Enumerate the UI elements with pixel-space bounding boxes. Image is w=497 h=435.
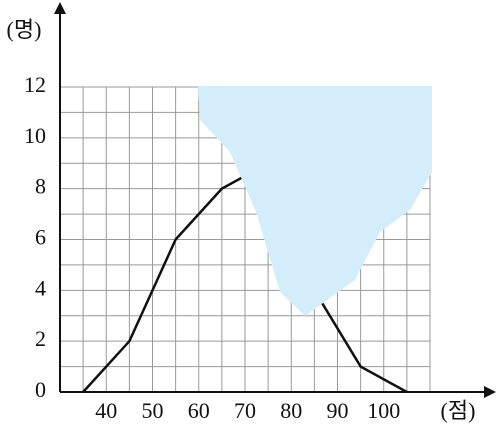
x-arrow: [484, 386, 496, 398]
y-axis-label: (명): [7, 17, 42, 42]
y-tick-label: 0: [35, 377, 46, 402]
y-tick-label: 2: [35, 326, 46, 351]
x-tick-label: 100: [367, 398, 400, 423]
x-tick-label: 40: [95, 398, 117, 423]
x-tick-label: 90: [327, 398, 349, 423]
x-tick-label: 80: [280, 398, 302, 423]
cover-blot: [198, 86, 432, 316]
x-axis-label: (점): [441, 398, 476, 423]
x-tick-label: 60: [188, 398, 210, 423]
x-tick-label: 50: [142, 398, 164, 423]
y-tick-label: 6: [35, 225, 46, 250]
y-tick-label: 12: [24, 72, 46, 97]
y-tick-label: 10: [24, 123, 46, 148]
x-tick-label: 70: [234, 398, 256, 423]
y-tick-label: 8: [35, 174, 46, 199]
y-tick-label: 4: [35, 275, 46, 300]
y-arrow: [54, 2, 66, 14]
